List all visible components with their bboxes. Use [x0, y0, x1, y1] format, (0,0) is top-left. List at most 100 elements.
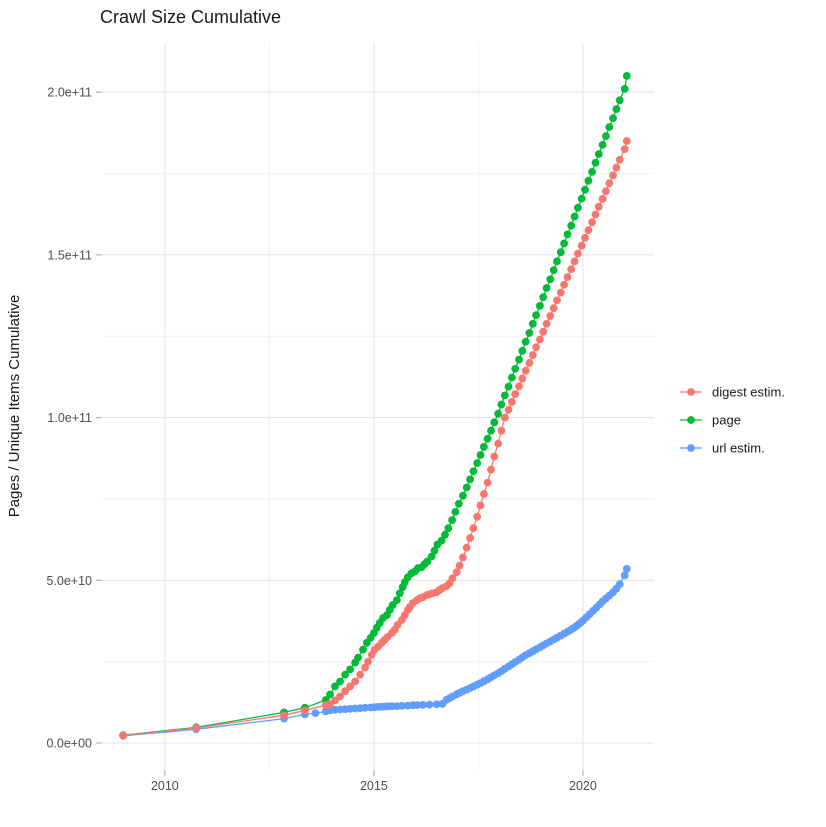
- data-point: [448, 574, 457, 583]
- data-point: [577, 194, 586, 203]
- data-point: [356, 670, 364, 679]
- data-point: [598, 141, 607, 149]
- series-points-digest-estim-: [119, 137, 631, 740]
- data-point: [591, 158, 600, 167]
- data-point: [476, 451, 485, 459]
- y-tick-label: 1.5e+11: [47, 248, 92, 262]
- y-tick-label: 0.0e+00: [46, 736, 92, 750]
- legend-label: digest estim.: [712, 385, 785, 400]
- data-point: [483, 478, 492, 487]
- series-points-url-estim-: [119, 565, 631, 740]
- data-point: [280, 711, 288, 720]
- data-point: [346, 682, 354, 691]
- data-point: [119, 731, 127, 740]
- data-point: [615, 96, 624, 105]
- data-point: [490, 418, 499, 427]
- series-layer: [119, 72, 631, 740]
- data-point: [359, 645, 367, 654]
- data-point: [525, 359, 534, 367]
- data-point: [336, 677, 344, 686]
- data-point: [615, 155, 624, 164]
- data-point: [602, 132, 610, 141]
- data-point: [620, 571, 629, 580]
- data-point: [441, 530, 449, 539]
- data-point: [622, 72, 631, 80]
- legend-item-page: page: [680, 413, 741, 428]
- axis-tick-labels: 0.0e+00 5.0e+10 1.0e+11 1.5e+11 2.0e+11 2010 2…: [46, 86, 596, 793]
- axis-ticks: [96, 91, 584, 776]
- data-point: [542, 284, 551, 292]
- data-point: [539, 293, 548, 302]
- data-point: [418, 701, 427, 709]
- data-point: [620, 145, 629, 154]
- y-tick-label: 5.0e+10: [46, 574, 92, 588]
- data-point: [326, 690, 334, 699]
- data-point: [444, 524, 453, 533]
- data-point: [473, 512, 482, 521]
- data-point: [354, 653, 362, 662]
- data-point: [395, 589, 404, 598]
- data-point: [581, 185, 589, 194]
- data-point: [556, 288, 565, 297]
- data-point: [567, 221, 576, 230]
- legend-label: page: [712, 413, 741, 428]
- data-point: [536, 335, 544, 344]
- data-point: [425, 700, 434, 709]
- data-point: [462, 543, 471, 552]
- data-point: [570, 257, 579, 266]
- data-point: [500, 391, 509, 400]
- data-point: [508, 398, 516, 406]
- data-point: [622, 137, 631, 145]
- data-point: [511, 364, 520, 373]
- data-point: [490, 452, 499, 461]
- legend-item-url-estim-: url estim.: [680, 441, 765, 456]
- data-point: [612, 163, 621, 172]
- data-point: [473, 459, 482, 467]
- data-point: [612, 105, 621, 113]
- data-point: [594, 202, 603, 211]
- data-point: [563, 273, 572, 281]
- data-point: [364, 657, 372, 666]
- data-point: [494, 439, 502, 448]
- data-point: [331, 682, 339, 691]
- data-point: [511, 390, 520, 398]
- data-point: [546, 275, 555, 284]
- data-point: [581, 234, 589, 242]
- data-point: [476, 501, 485, 510]
- data-point: [311, 709, 320, 717]
- data-point: [515, 382, 523, 391]
- data-point: [361, 703, 369, 712]
- data-point: [393, 596, 401, 604]
- data-point: [594, 150, 603, 158]
- data-point: [466, 475, 474, 484]
- data-point: [574, 249, 582, 258]
- data-point: [480, 490, 488, 498]
- data-point: [598, 195, 607, 203]
- data-point: [553, 296, 561, 305]
- y-tick-label: 1.0e+11: [47, 411, 92, 425]
- data-point: [398, 702, 406, 710]
- data-point: [469, 524, 478, 533]
- data-point: [577, 241, 586, 250]
- data-point: [588, 218, 596, 227]
- data-point: [532, 343, 540, 352]
- x-tick-label: 2020: [569, 779, 597, 793]
- y-tick-label: 2.0e+11: [47, 86, 92, 100]
- data-point: [605, 179, 614, 188]
- data-point: [591, 210, 600, 219]
- data-point: [455, 561, 464, 570]
- legend-label: url estim.: [712, 441, 765, 456]
- data-point: [521, 337, 530, 346]
- data-point: [494, 409, 502, 418]
- data-point: [574, 203, 582, 212]
- data-point: [459, 553, 467, 562]
- data-point: [528, 351, 537, 359]
- data-point: [532, 311, 540, 319]
- data-point: [427, 552, 436, 561]
- data-point: [454, 499, 463, 508]
- chart-title: Crawl Size Cumulative: [100, 7, 281, 27]
- legend-key-point: [687, 388, 695, 396]
- legend: digest estim. page url estim.: [680, 385, 785, 456]
- data-point: [588, 168, 596, 176]
